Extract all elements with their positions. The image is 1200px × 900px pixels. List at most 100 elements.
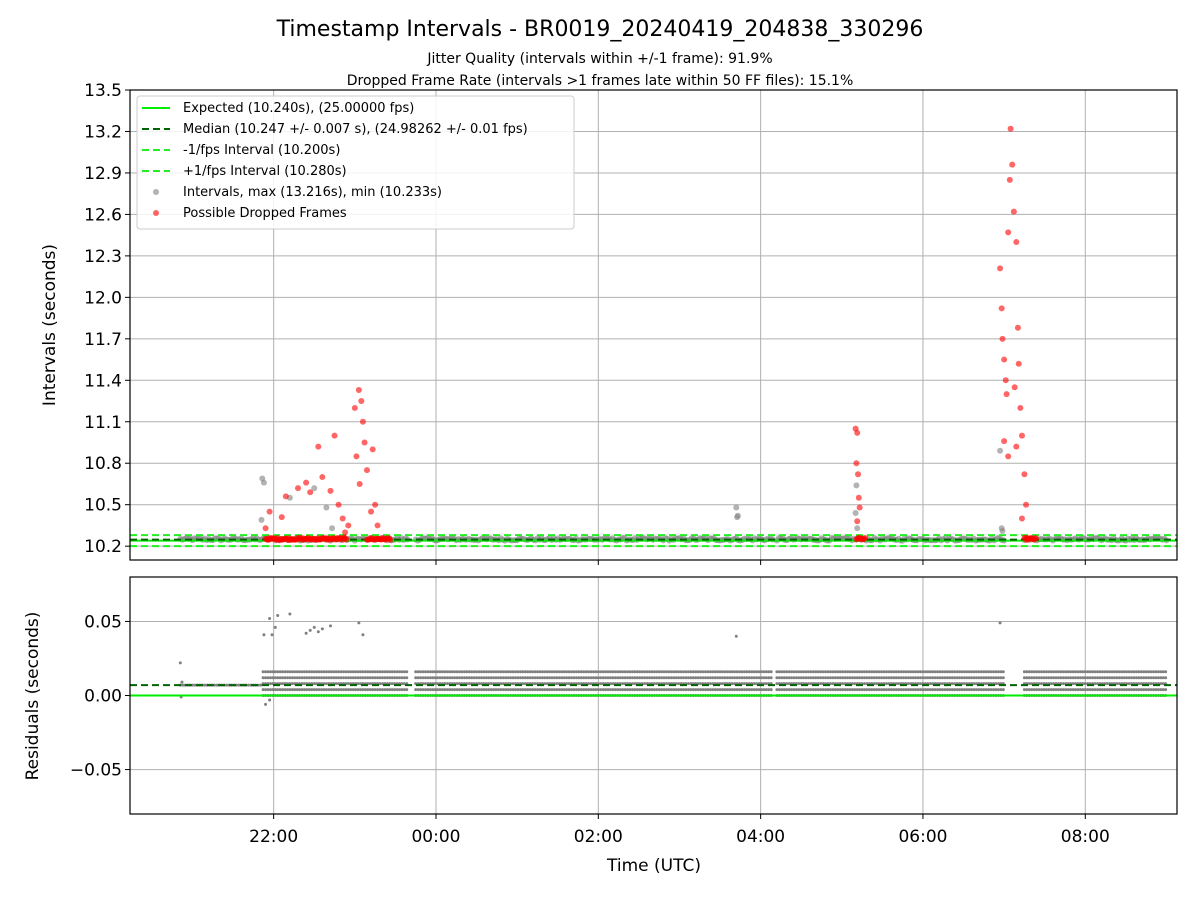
residual-point	[504, 688, 508, 692]
residual-point	[290, 670, 294, 674]
dropped-frame-point	[372, 501, 379, 508]
residual-point	[994, 670, 998, 674]
residual-point	[288, 688, 292, 692]
residual-point	[582, 676, 586, 680]
residual-point	[293, 670, 297, 674]
residual-point	[531, 670, 535, 674]
residual-point	[1057, 688, 1061, 692]
residual-point	[433, 676, 437, 680]
residual-point	[797, 682, 801, 686]
y-tick-label: −0.05	[70, 761, 122, 781]
residual-point	[626, 676, 630, 680]
residual-point	[264, 688, 268, 692]
residual-point	[957, 670, 961, 674]
residual-point	[393, 688, 397, 692]
residual-point	[538, 688, 542, 692]
dropped-frame-point	[854, 518, 861, 525]
residual-point	[579, 670, 583, 674]
residual-point	[884, 676, 888, 680]
residual-point	[1117, 670, 1121, 674]
residual-point	[310, 670, 314, 674]
residual-point	[992, 688, 996, 692]
residual-point	[797, 688, 801, 692]
residual-point	[669, 688, 673, 692]
residual-point	[402, 670, 406, 674]
y-tick-label: 11.1	[84, 413, 122, 433]
residual-point	[1117, 676, 1121, 680]
residual-point	[921, 688, 925, 692]
residual-point	[494, 676, 498, 680]
residual-point	[906, 688, 910, 692]
residual-point	[703, 676, 707, 680]
residual-point	[1122, 676, 1126, 680]
residual-point	[540, 670, 544, 674]
residual-point	[662, 676, 666, 680]
residual-point	[870, 670, 874, 674]
residual-point	[373, 670, 377, 674]
residual-point	[1154, 688, 1158, 692]
residual-point	[533, 676, 537, 680]
residual-point	[752, 688, 756, 692]
residual-point	[696, 676, 700, 680]
dropped-frame-point	[351, 404, 358, 411]
residual-point	[706, 688, 710, 692]
residual-point	[393, 676, 397, 680]
residual-point	[1161, 670, 1165, 674]
dropped-frame-point	[1001, 356, 1008, 363]
residual-point	[1057, 676, 1061, 680]
residual-point	[499, 676, 503, 680]
residual-point	[1076, 688, 1080, 692]
residual-point	[750, 688, 754, 692]
residual-point	[940, 682, 944, 686]
residual-point	[1039, 682, 1043, 686]
residual-point	[436, 676, 440, 680]
residual-point	[436, 688, 440, 692]
residual-point	[453, 688, 457, 692]
residual-point	[414, 688, 418, 692]
residual-point	[996, 688, 1000, 692]
residual-point	[479, 670, 483, 674]
residual-point	[906, 676, 910, 680]
residual-point	[1144, 670, 1148, 674]
residual-point	[667, 676, 671, 680]
residual-point	[674, 676, 678, 680]
y-tick-label: 11.4	[84, 371, 122, 391]
residual-point	[489, 682, 493, 686]
residual-point	[215, 683, 219, 687]
residual-point	[752, 676, 756, 680]
residual-point	[604, 670, 608, 674]
residual-point	[1078, 688, 1082, 692]
residual-point	[623, 670, 627, 674]
residual-point	[811, 688, 815, 692]
residual-point	[957, 688, 961, 692]
residual-point	[322, 676, 326, 680]
dropped-frame-point	[1001, 438, 1008, 445]
residual-point	[548, 676, 552, 680]
residual-point	[203, 683, 207, 687]
residual-point	[860, 688, 864, 692]
legend: Expected (10.240s), (25.00000 fps) Median…	[136, 95, 575, 230]
residual-point	[909, 688, 913, 692]
dropped-frame-point	[1018, 432, 1025, 439]
residual-point	[484, 670, 488, 674]
residual-point	[657, 670, 661, 674]
residual-point	[853, 682, 857, 686]
residual-point	[596, 676, 600, 680]
residual-point	[489, 670, 493, 674]
residual-point	[1093, 676, 1097, 680]
residual-point	[601, 688, 605, 692]
residual-point	[356, 682, 360, 686]
residual-point	[523, 688, 527, 692]
residual-point	[923, 688, 927, 692]
residual-point	[989, 670, 993, 674]
residual-point	[557, 676, 561, 680]
residual-point	[740, 670, 744, 674]
residual-point	[259, 683, 263, 687]
residual-point	[738, 676, 742, 680]
residual-point	[1125, 670, 1129, 674]
residual-point	[428, 676, 432, 680]
residual-point	[1147, 688, 1151, 692]
residual-point	[797, 676, 801, 680]
residual-point	[262, 633, 266, 637]
residual-point	[1139, 688, 1143, 692]
